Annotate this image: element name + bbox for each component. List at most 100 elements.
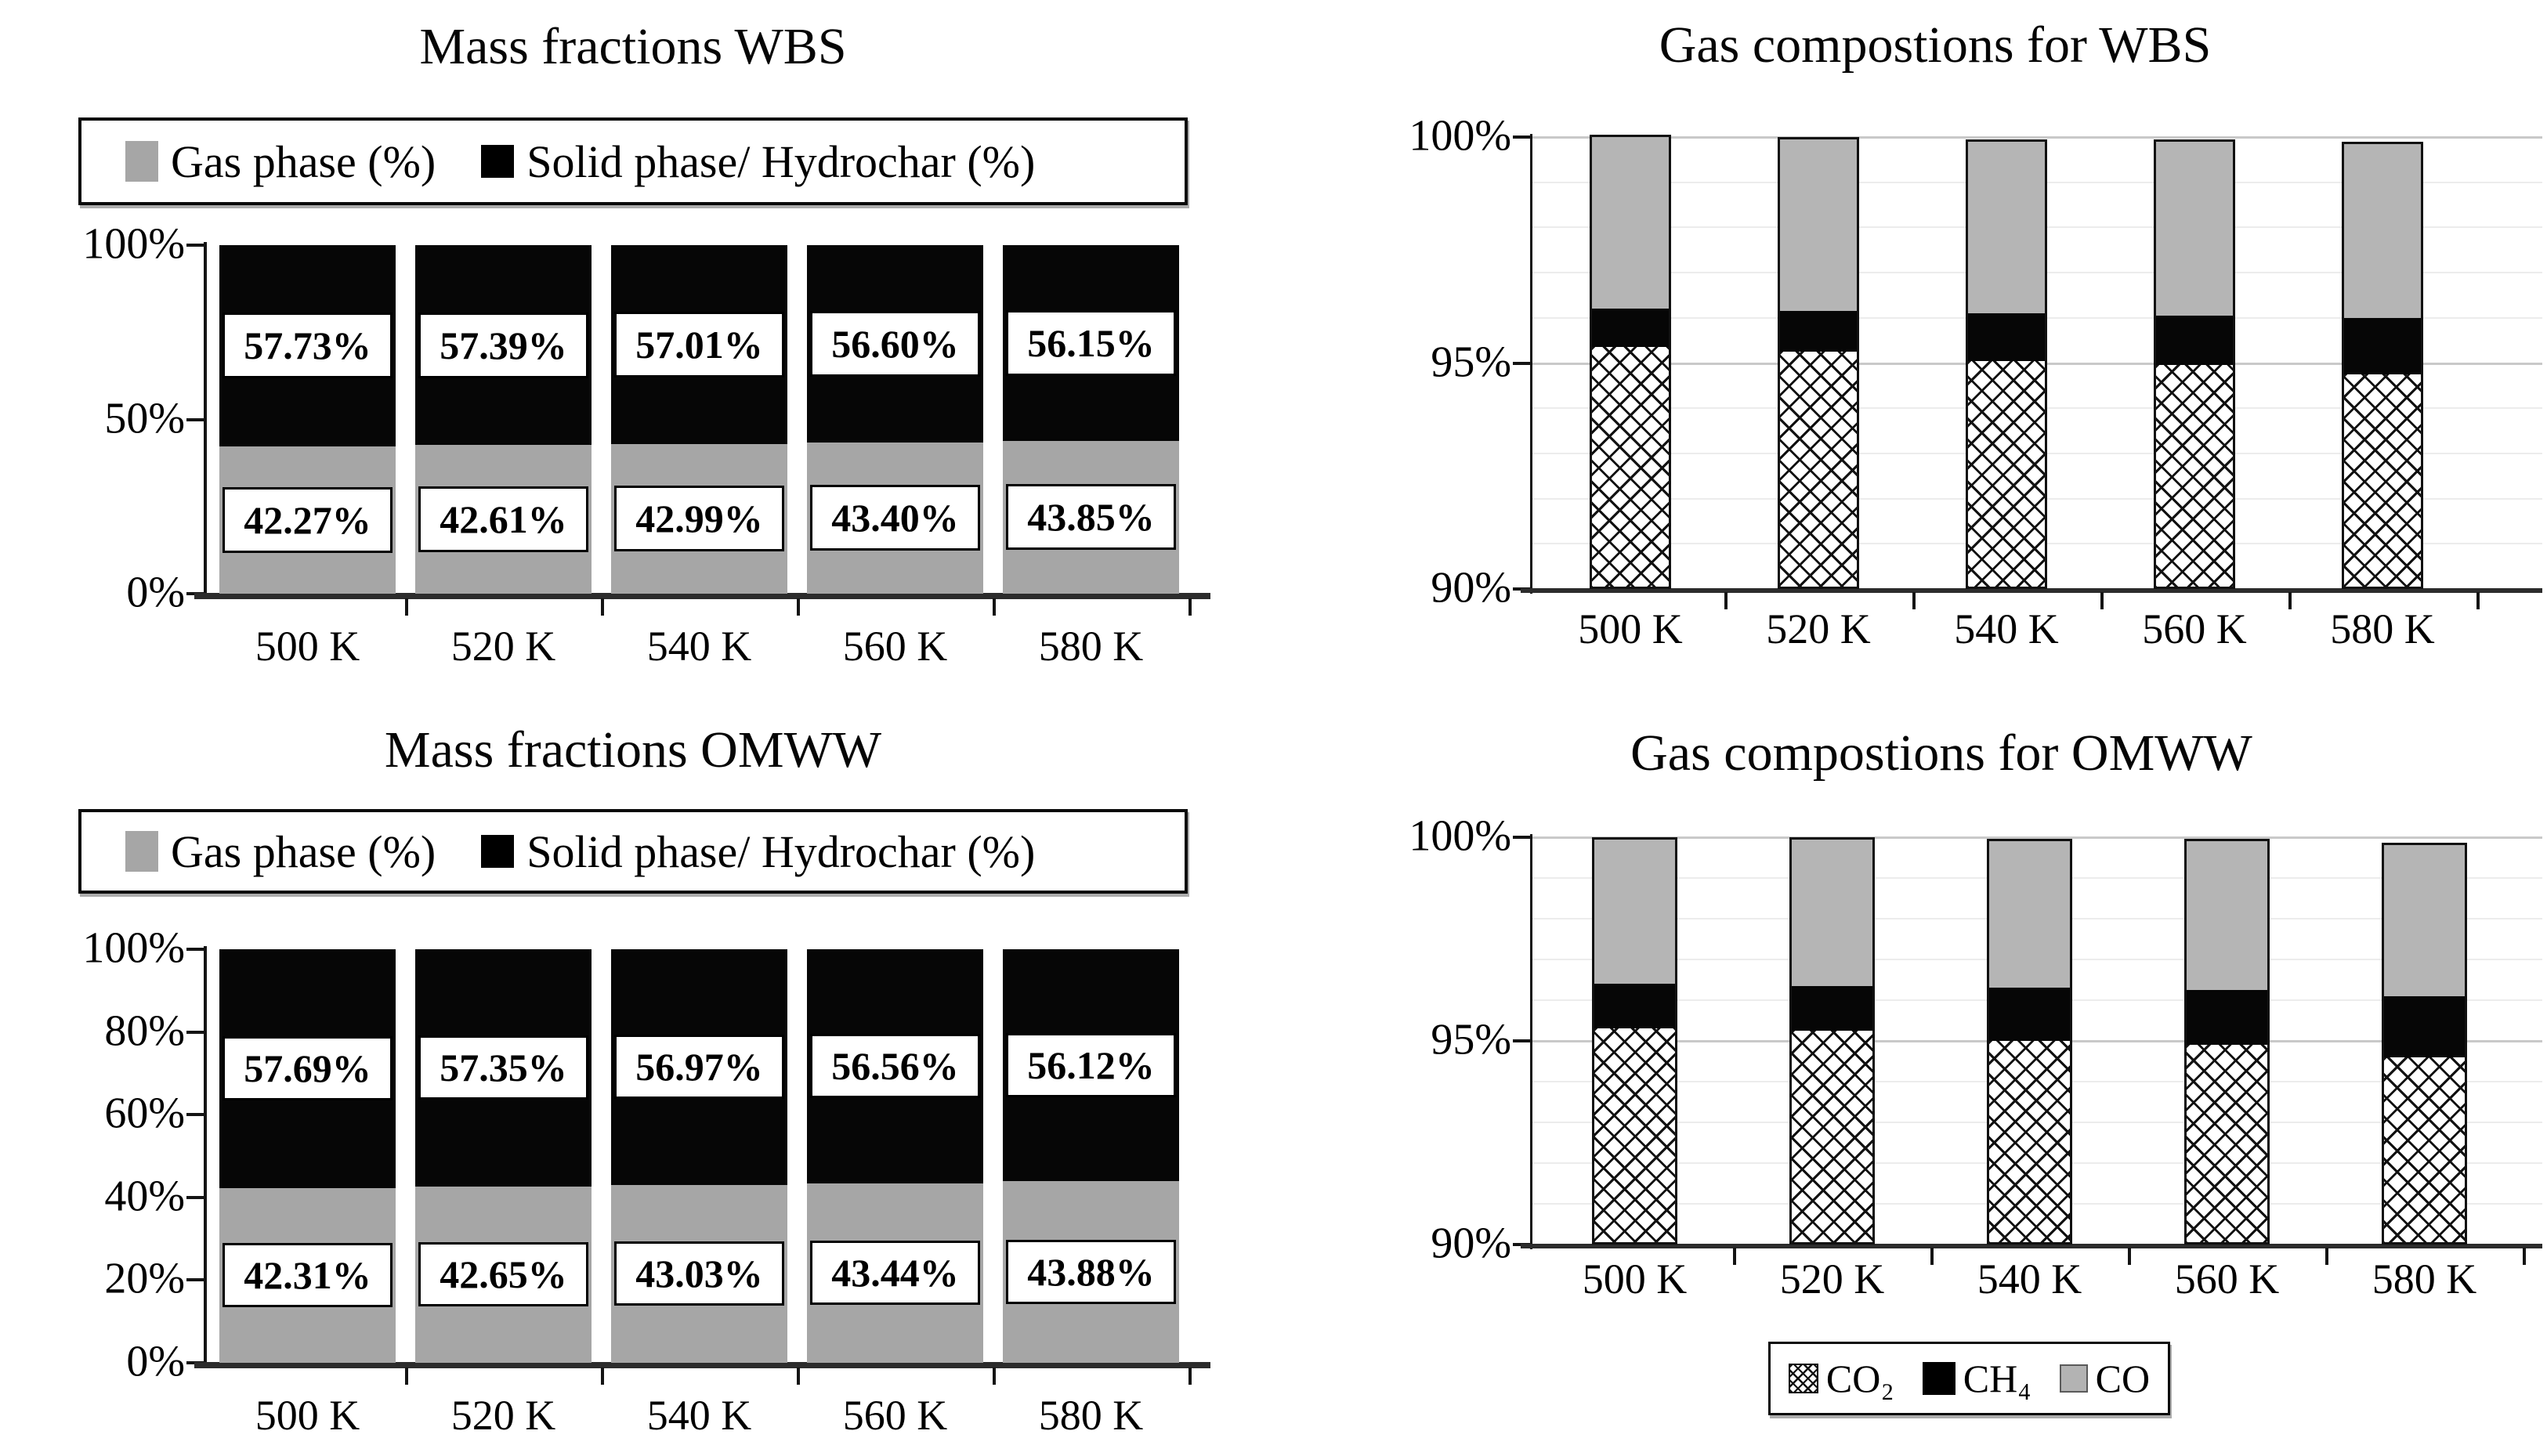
bar-segment-co2	[1989, 1041, 2070, 1245]
legend-mass-omww: Gas phase (%) Solid phase/ Hydrochar (%)	[78, 809, 1188, 894]
value-label-gas-phase: 42.31%	[223, 1243, 393, 1308]
x-axis-tick	[405, 598, 408, 616]
x-axis-tick	[405, 1367, 408, 1385]
y-axis-line	[204, 946, 207, 1367]
x-axis-tick	[1724, 592, 1728, 609]
y-tick-label: 100%	[82, 219, 185, 269]
y-axis-tick	[1513, 836, 1530, 839]
bar-outline	[2184, 839, 2270, 1245]
bar-segment-co	[2187, 841, 2267, 990]
bar-segment-co2	[1792, 1031, 1872, 1245]
legend-item-2: Solid phase/ Hydrochar (%)	[481, 135, 1035, 188]
bar-segment-co2	[1968, 360, 2045, 589]
bar-segment-co	[1780, 139, 1857, 312]
legend-item-1: Gas phase (%)	[125, 135, 436, 188]
bar-segment-co2	[1594, 1028, 1675, 1245]
bar-segment-co2	[1592, 347, 1669, 589]
bar-segment-co2	[2156, 365, 2233, 589]
bar-segment-ch4	[1594, 984, 1675, 1029]
value-label-solid-phase: 56.60%	[810, 310, 980, 377]
x-axis-line	[194, 1362, 1210, 1368]
x-tick-label: 520 K	[1779, 1255, 1885, 1302]
legend-mass-wbs: Gas phase (%) Solid phase/ Hydrochar (%)	[78, 117, 1188, 205]
x-tick-label: 540 K	[1954, 605, 2059, 652]
black-swatch-icon	[481, 145, 515, 178]
y-tick-label: 90%	[1431, 1219, 1511, 1268]
bar-segment-ch4	[2344, 317, 2421, 374]
bar-segment-ch4	[2187, 990, 2267, 1046]
value-label-solid-phase: 56.97%	[614, 1035, 784, 1100]
bar-segment-co	[1594, 839, 1675, 985]
bar-segment-co2	[1780, 352, 1857, 589]
crosshatch-swatch-icon	[1788, 1364, 1818, 1393]
x-tick-label: 580 K	[1038, 623, 1144, 670]
y-axis-tick	[186, 244, 204, 247]
x-axis-tick	[2523, 1248, 2526, 1265]
bar-segment-ch4	[1968, 313, 2045, 361]
bar-segment-co	[1968, 141, 2045, 314]
x-axis-tick	[2128, 1248, 2131, 1265]
legend-label: CO₂	[1825, 1357, 1894, 1400]
y-tick-label: 90%	[1431, 563, 1511, 612]
x-axis-tick	[2476, 592, 2480, 609]
value-label-solid-phase: 57.39%	[418, 312, 588, 378]
x-tick-label: 500 K	[255, 1392, 360, 1439]
y-axis-tick	[186, 1195, 204, 1199]
gray-swatch-icon	[125, 831, 158, 872]
value-label-gas-phase: 43.40%	[810, 485, 980, 551]
bar-outline	[1789, 836, 1875, 1245]
bar-outline	[2154, 139, 2235, 589]
x-axis-tick	[797, 598, 800, 616]
bar-segment-co2	[2384, 1057, 2465, 1245]
x-tick-label: 500 K	[1578, 605, 1683, 652]
value-label-gas-phase: 43.88%	[1006, 1240, 1176, 1305]
black-swatch-icon	[1922, 1362, 1955, 1395]
x-axis-tick	[1733, 1248, 1736, 1265]
x-tick-label: 500 K	[255, 623, 360, 670]
bar-segment-ch4	[1592, 309, 1669, 348]
y-axis-tick	[186, 1030, 204, 1034]
legend-label: Gas phase (%)	[171, 826, 436, 877]
y-axis-tick	[186, 948, 204, 951]
x-axis-tick	[993, 598, 996, 616]
x-tick-label: 580 K	[2372, 1255, 2477, 1302]
value-label-solid-phase: 56.12%	[1006, 1033, 1176, 1098]
x-axis-tick	[601, 1367, 604, 1385]
bar-segment-co2	[2187, 1045, 2267, 1245]
legend-item-2: CH₄	[1922, 1356, 2031, 1401]
legend-label: Solid phase/ Hydrochar (%)	[526, 135, 1036, 187]
x-tick-label: 540 K	[1977, 1255, 2082, 1302]
bar-outline	[1778, 136, 1859, 589]
x-axis-tick	[1930, 1248, 1934, 1265]
x-axis-tick	[2288, 592, 2292, 609]
value-label-gas-phase: 42.27%	[223, 486, 393, 553]
bar-segment-ch4	[2156, 315, 2233, 366]
y-axis-tick	[186, 417, 204, 421]
x-tick-label: 560 K	[2174, 1255, 2280, 1302]
value-label-solid-phase: 56.15%	[1006, 309, 1176, 376]
bar-outline	[1966, 139, 2047, 589]
gray-swatch-icon	[125, 141, 158, 182]
chart-title-mass-wbs: Mass fractions WBS	[419, 18, 847, 75]
chart-title-gas-omww: Gas compostions for OMWW	[1630, 724, 2252, 782]
x-tick-label: 560 K	[842, 623, 948, 670]
x-tick-label: 520 K	[1766, 605, 1871, 652]
value-label-gas-phase: 42.99%	[614, 486, 784, 552]
legend-label: CO	[2095, 1357, 2151, 1400]
y-axis-tick	[186, 1278, 204, 1282]
x-tick-label: 580 K	[1038, 1392, 1144, 1439]
x-axis-tick	[2325, 1248, 2328, 1265]
y-tick-label: 95%	[1431, 338, 1511, 387]
bar-segment-ch4	[1989, 988, 2070, 1041]
y-tick-label: 50%	[104, 394, 185, 443]
value-label-solid-phase: 57.69%	[223, 1036, 393, 1101]
x-tick-label: 520 K	[450, 1392, 556, 1439]
black-swatch-icon	[481, 835, 515, 868]
legend-gas-omww: CO₂ CH₄ CO	[1768, 1342, 2170, 1415]
bar-outline	[2382, 843, 2467, 1245]
bar-segment-ch4	[2384, 995, 2465, 1057]
legend-item-3: CO	[2059, 1356, 2151, 1401]
chart-title-gas-wbs: Gas compostions for WBS	[1659, 16, 2212, 74]
x-axis-tick	[2100, 592, 2104, 609]
